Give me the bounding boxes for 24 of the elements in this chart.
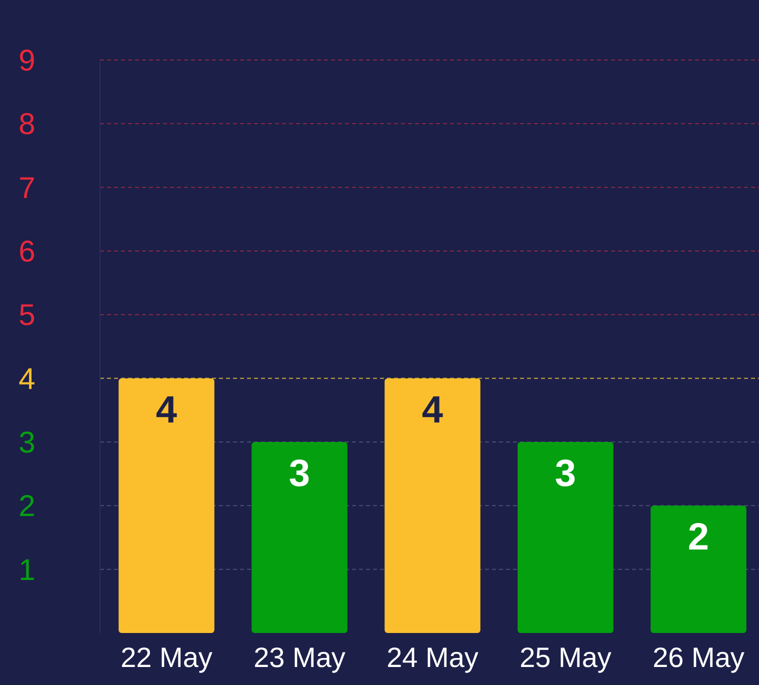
data-label: 2: [688, 516, 710, 559]
bar: [518, 442, 614, 633]
data-label: 3: [288, 453, 310, 495]
bar: [384, 378, 480, 633]
x-tick-label: 26 May: [652, 642, 744, 673]
x-tick-label: 24 May: [386, 642, 478, 673]
bar: [118, 378, 214, 633]
y-tick-label: 5: [18, 299, 36, 332]
bar: [650, 506, 746, 633]
x-tick-label: 22 May: [120, 642, 212, 673]
y-tick-label: 9: [18, 44, 36, 78]
y-tick-label: 8: [18, 108, 36, 142]
data-label: 4: [156, 389, 178, 432]
data-label: 4: [422, 389, 444, 432]
data-label: 3: [554, 453, 576, 495]
y-tick-label: 3: [18, 426, 36, 460]
x-tick-label: 25 May: [520, 642, 612, 673]
y-tick-label: 7: [18, 172, 36, 205]
bar: [252, 442, 348, 633]
y-tick-label: 1: [18, 554, 36, 587]
y-tick-label: 6: [18, 236, 36, 268]
y-tick-label: 2: [18, 490, 36, 524]
x-tick-label: 23 May: [254, 642, 346, 673]
y-tick-label: 4: [18, 362, 36, 396]
